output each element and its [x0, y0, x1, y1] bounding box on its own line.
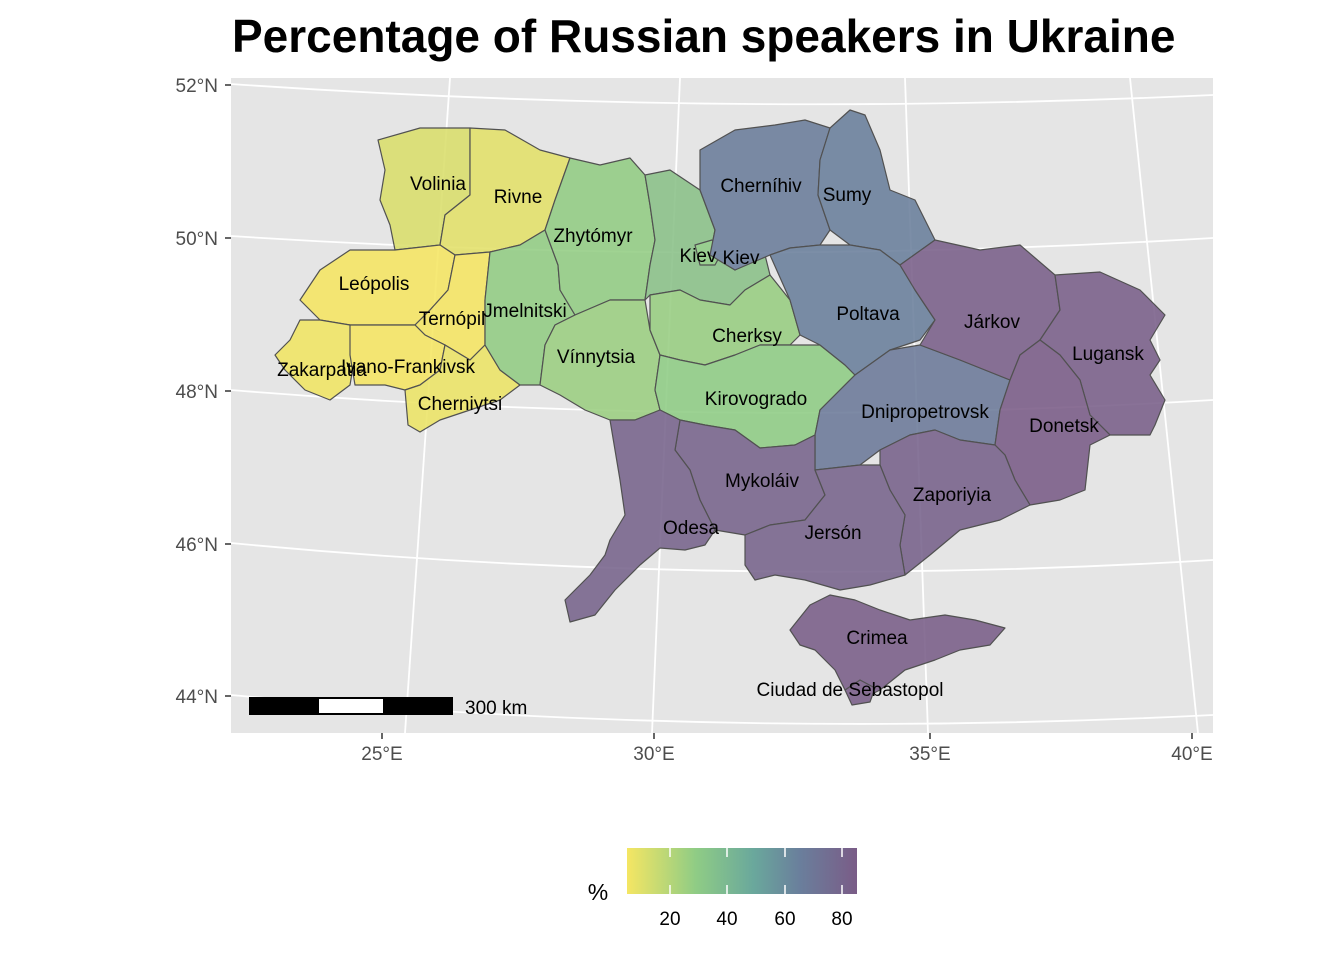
- label-donetsk: Donetsk: [1029, 416, 1099, 437]
- label-chernihiv: Cherníhiv: [720, 176, 802, 197]
- legend-tick-label: 40: [716, 909, 737, 930]
- legend-title: %: [588, 879, 608, 905]
- y-axis: 52°N 50°N 48°N 46°N 44°N: [176, 76, 231, 708]
- x-tick-label: 35°E: [909, 744, 950, 765]
- label-odesa: Odesa: [663, 518, 719, 539]
- region-poltava[interactable]: [769, 244, 936, 376]
- label-cherniytsi: Cherniytsi: [418, 394, 502, 415]
- y-tick-label: 46°N: [176, 535, 218, 556]
- regions-layer: [274, 109, 1166, 706]
- graticule-46n: [231, 542, 1213, 573]
- region-zakarpatia[interactable]: [274, 319, 356, 401]
- label-kirovogrado: Kirovogrado: [705, 389, 807, 410]
- scale-bar-label: 300 km: [465, 698, 527, 719]
- x-tick-label: 40°E: [1171, 744, 1212, 765]
- legend-colorbar: [627, 848, 857, 894]
- label-volinia: Volinia: [410, 174, 466, 195]
- label-leopolis: Leópolis: [339, 274, 410, 295]
- label-jarkov: Járkov: [964, 312, 1020, 333]
- label-poltava: Poltava: [836, 304, 900, 325]
- label-ternopil: Ternópil: [419, 309, 486, 330]
- legend-tick-marks: [669, 848, 843, 894]
- region-labels: Volinia Rivne Leópolis Ternópil Zakarpat…: [277, 174, 1144, 701]
- legend-tick-label: 60: [774, 909, 795, 930]
- y-tick-label: 48°N: [176, 382, 218, 403]
- label-kiev-oblast: Kiev: [723, 248, 760, 269]
- legend-tick-label: 80: [831, 909, 852, 930]
- x-axis: 25°E 30°E 35°E 40°E: [361, 733, 1213, 765]
- scale-bar: 300 km: [249, 697, 527, 719]
- label-mykolaiv: Mykoláiv: [725, 471, 799, 492]
- region-chernihiv[interactable]: [699, 119, 831, 271]
- label-rivne: Rivne: [494, 187, 543, 208]
- label-zakarpatia: Zakarpatia: [277, 360, 367, 381]
- graticule-52n: [231, 83, 1213, 106]
- label-sebastopol: Ciudad de Sebastopol: [757, 680, 944, 701]
- label-zhytomyr: Zhytómyr: [553, 226, 633, 247]
- label-sumy: Sumy: [823, 185, 872, 206]
- legend-tick-label: 20: [659, 909, 680, 930]
- map-title: Percentage of Russian speakers in Ukrain…: [232, 10, 1175, 62]
- y-tick-label: 52°N: [176, 76, 218, 97]
- label-cherksy: Cherksy: [712, 326, 782, 347]
- label-crimea: Crimea: [846, 628, 908, 649]
- label-jerson: Jersón: [804, 523, 861, 544]
- label-kiev-city: Kiev: [680, 246, 717, 267]
- label-ivano-frankivsk: Ivano-Frankivsk: [341, 357, 476, 378]
- x-tick-label: 30°E: [633, 744, 674, 765]
- label-lugansk: Lugansk: [1072, 344, 1144, 365]
- label-zaporiyia: Zaporiyia: [913, 485, 992, 506]
- label-vinnytsia: Vínnytsia: [557, 347, 636, 368]
- y-tick-label: 50°N: [176, 229, 218, 250]
- x-tick-label: 25°E: [361, 744, 402, 765]
- region-jerson[interactable]: [744, 464, 906, 591]
- graticule-40e: [1129, 78, 1199, 733]
- y-tick-label: 44°N: [176, 687, 218, 708]
- label-jmelnitski: Jmelnitski: [483, 301, 566, 322]
- legend: % 20 40 60 80: [588, 848, 857, 930]
- region-odesa[interactable]: [564, 409, 716, 623]
- region-crimea[interactable]: [789, 594, 1006, 701]
- scale-bar-segment: [319, 699, 383, 713]
- label-dnipropetrovsk: Dnipropetrovsk: [861, 402, 989, 423]
- region-sebastopol[interactable]: [844, 679, 876, 706]
